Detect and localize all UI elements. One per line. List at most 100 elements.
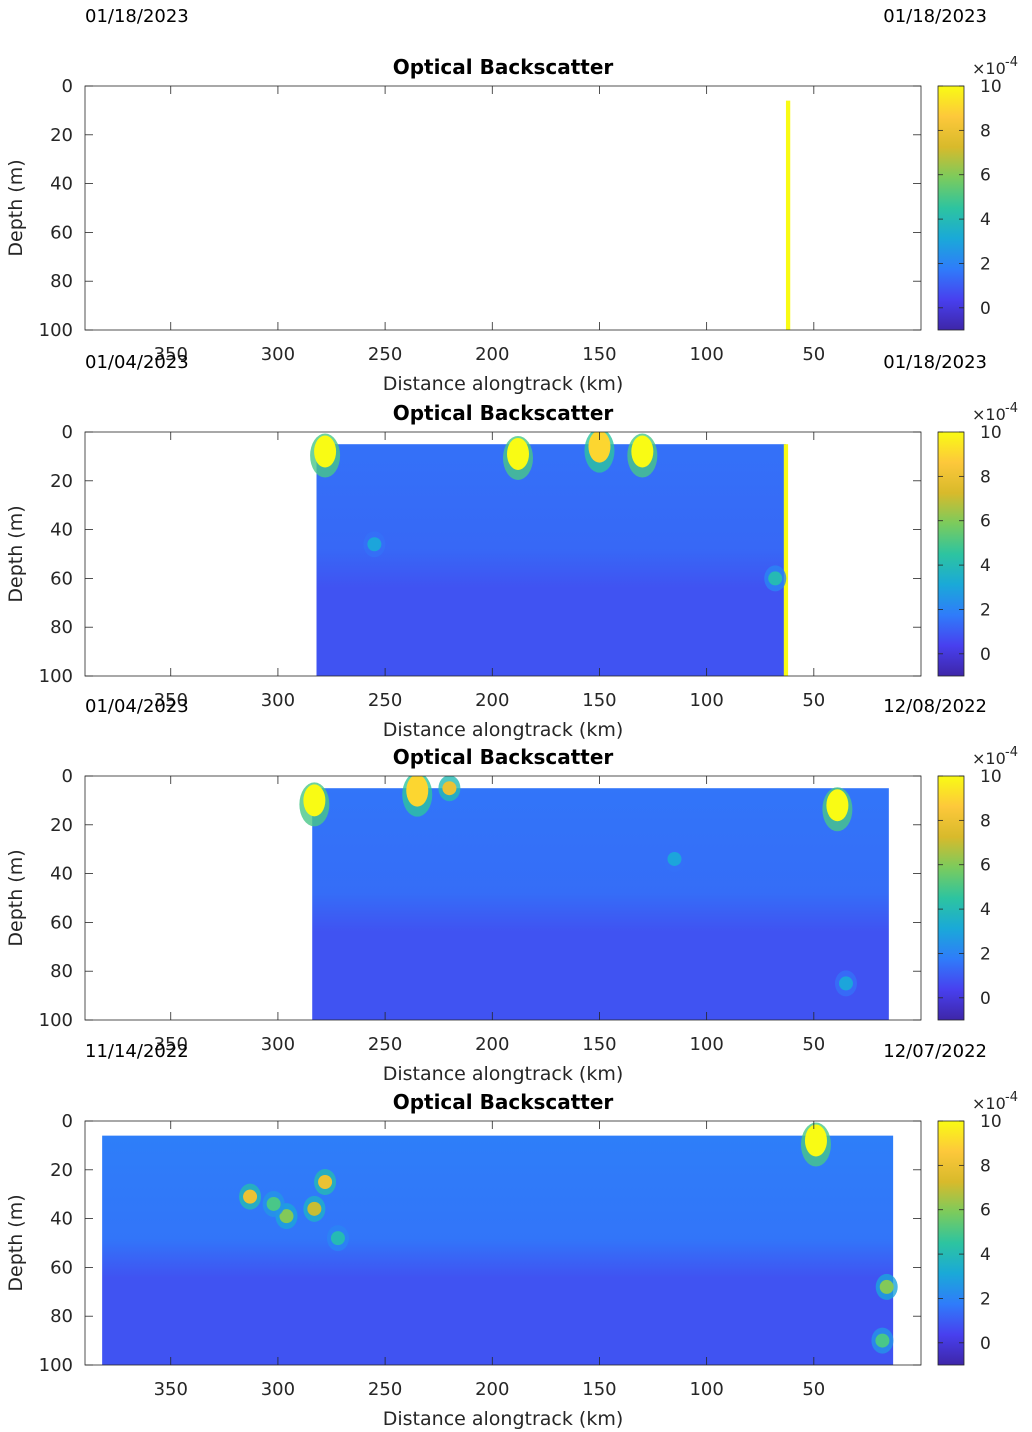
y-tick-label: 60 bbox=[50, 912, 73, 933]
hotspot bbox=[266, 1196, 281, 1211]
hotspot bbox=[507, 437, 530, 470]
colorbar-tick-label: 8 bbox=[980, 1156, 991, 1176]
y-tick-label: 40 bbox=[50, 520, 73, 541]
date-start: 11/14/2022 bbox=[85, 1041, 189, 1062]
x-tick-label: 200 bbox=[475, 1034, 509, 1055]
y-tick-label: 60 bbox=[50, 1257, 73, 1278]
x-tick-label: 200 bbox=[475, 1379, 509, 1400]
y-tick-label: 40 bbox=[50, 864, 73, 885]
panel-title: Optical Backscatter bbox=[393, 1090, 614, 1114]
date-end: 12/07/2022 bbox=[883, 1041, 987, 1062]
y-tick-label: 20 bbox=[50, 125, 73, 146]
hotspot bbox=[442, 781, 457, 796]
x-tick-label: 250 bbox=[368, 344, 402, 365]
colorbar-tick-label: 4 bbox=[980, 1245, 991, 1265]
colorbar-tick-label: 8 bbox=[980, 121, 991, 141]
x-tick-label: 250 bbox=[368, 1379, 402, 1400]
x-tick-label: 350 bbox=[154, 1379, 188, 1400]
hotspot bbox=[588, 432, 611, 463]
hotspot bbox=[406, 776, 429, 807]
colorbar-tick-label: 2 bbox=[980, 944, 991, 964]
hotspot bbox=[838, 976, 853, 991]
x-tick-label: 350 bbox=[154, 1034, 188, 1055]
colorbar-tick-label: 4 bbox=[980, 900, 991, 920]
colorbar-tick-label: 0 bbox=[980, 299, 991, 319]
axes-frame bbox=[84, 85, 922, 331]
colorbar-exponent-base: ×10 bbox=[972, 1094, 1006, 1113]
colorbar-tick-label: 2 bbox=[980, 254, 991, 274]
y-tick-label: 0 bbox=[62, 766, 73, 787]
hotspot bbox=[367, 537, 382, 552]
x-tick-label: 100 bbox=[689, 344, 723, 365]
colorbar-exponent-power: -4 bbox=[1005, 1090, 1018, 1105]
x-tick-label: 300 bbox=[261, 344, 295, 365]
hotspot bbox=[667, 851, 682, 866]
axes-frame bbox=[84, 1120, 922, 1366]
x-tick-label: 350 bbox=[154, 344, 188, 365]
x-tick-label: 100 bbox=[689, 1379, 723, 1400]
y-tick-label: 80 bbox=[50, 961, 73, 982]
colorbar-tick-label: 4 bbox=[980, 210, 991, 230]
x-axis-label: Distance alongtrack (km) bbox=[383, 1063, 624, 1085]
x-tick-label: 100 bbox=[689, 690, 723, 711]
colorbar-tick-label: 4 bbox=[980, 556, 991, 576]
colorbar-tick-label: 10 bbox=[980, 423, 1002, 443]
y-axis-label: Depth (m) bbox=[5, 159, 27, 256]
x-tick-label: 150 bbox=[582, 1379, 616, 1400]
hotspot bbox=[804, 1124, 827, 1157]
colorbar-exponent-base: ×10 bbox=[972, 749, 1006, 768]
colorbar-tick-label: 6 bbox=[980, 856, 991, 876]
y-tick-label: 100 bbox=[39, 1355, 73, 1376]
colorbar-tick-label: 8 bbox=[980, 811, 991, 831]
hotspot bbox=[826, 789, 849, 822]
x-tick-label: 250 bbox=[368, 1034, 402, 1055]
edge-strip bbox=[783, 444, 789, 676]
x-axis-label: Distance alongtrack (km) bbox=[383, 719, 624, 741]
hotspot bbox=[875, 1333, 890, 1348]
y-tick-label: 60 bbox=[50, 568, 73, 589]
hotspot bbox=[243, 1189, 258, 1204]
data-field bbox=[102, 1135, 894, 1365]
colorbar-exponent-base: ×10 bbox=[972, 59, 1006, 78]
y-tick-label: 100 bbox=[39, 320, 73, 341]
x-tick-label: 350 bbox=[154, 690, 188, 711]
x-tick-label: 250 bbox=[368, 690, 402, 711]
hotspot bbox=[330, 1231, 345, 1246]
y-tick-label: 80 bbox=[50, 617, 73, 638]
x-axis-label: Distance alongtrack (km) bbox=[383, 373, 624, 395]
hotspot bbox=[879, 1279, 894, 1294]
colorbar: 0 2 4 6 8 10×10 -4 bbox=[937, 401, 1018, 677]
date-start: 01/04/2023 bbox=[85, 352, 189, 373]
x-tick-label: 50 bbox=[802, 344, 825, 365]
y-tick-label: 0 bbox=[62, 1111, 73, 1132]
data-field bbox=[312, 788, 889, 1020]
x-tick-label: 300 bbox=[261, 1034, 295, 1055]
hotspot bbox=[768, 571, 783, 586]
data-field bbox=[316, 444, 786, 676]
panel-title: Optical Backscatter bbox=[393, 55, 614, 79]
date-end: 12/08/2022 bbox=[883, 696, 987, 717]
colorbar-tick-label: 10 bbox=[980, 767, 1002, 787]
x-tick-label: 300 bbox=[261, 1379, 295, 1400]
date-start: 01/04/2023 bbox=[85, 696, 189, 717]
hotspot bbox=[314, 435, 337, 468]
y-tick-label: 20 bbox=[50, 471, 73, 492]
data-field bbox=[785, 100, 791, 330]
y-axis-label: Depth (m) bbox=[5, 505, 27, 602]
hotspot bbox=[303, 784, 326, 817]
y-tick-label: 40 bbox=[50, 1209, 73, 1230]
colorbar-tick-label: 2 bbox=[980, 1289, 991, 1309]
y-tick-label: 80 bbox=[50, 271, 73, 292]
date-start: 01/18/2023 bbox=[85, 6, 189, 27]
x-tick-label: 150 bbox=[582, 344, 616, 365]
colorbar-exponent-power: -4 bbox=[1005, 745, 1018, 760]
x-tick-label: 300 bbox=[261, 690, 295, 711]
x-tick-label: 100 bbox=[689, 1034, 723, 1055]
x-tick-label: 200 bbox=[475, 344, 509, 365]
colorbar-tick-label: 6 bbox=[980, 512, 991, 532]
date-end: 01/18/2023 bbox=[883, 6, 987, 27]
y-tick-label: 0 bbox=[62, 76, 73, 97]
x-tick-label: 50 bbox=[802, 1379, 825, 1400]
y-axis-label: Depth (m) bbox=[5, 1194, 27, 1291]
